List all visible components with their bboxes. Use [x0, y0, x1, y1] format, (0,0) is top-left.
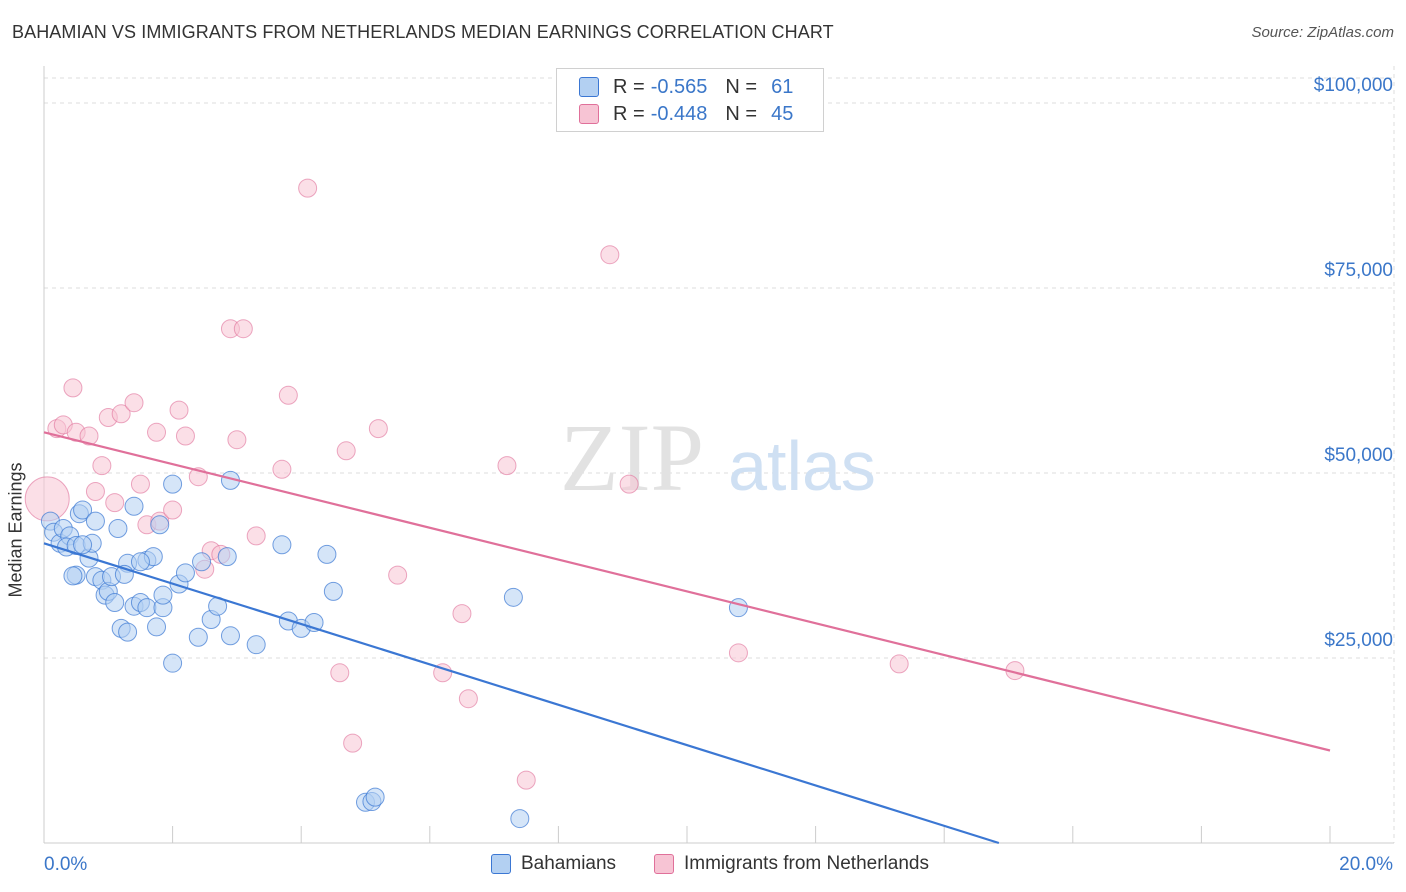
data-point-netherlands	[298, 178, 318, 198]
data-point-bahamians	[108, 519, 128, 538]
data-point-bahamians	[85, 511, 105, 531]
series-bahamians-points	[40, 470, 748, 829]
watermark-zip: ZIP	[560, 404, 704, 511]
legend-swatch-blue	[579, 77, 599, 97]
data-point-bahamians	[73, 500, 93, 520]
y-tick-label: $75,000	[1324, 260, 1393, 281]
watermark-atlas: atlas	[728, 427, 876, 505]
data-point-bahamians	[105, 593, 125, 612]
legend-row-netherlands: R = -0.448 N = 45	[579, 102, 793, 126]
watermark: ZIP atlas	[560, 404, 876, 511]
data-point-netherlands	[497, 456, 517, 476]
bottom-legend-netherlands: Immigrants from Netherlands	[654, 852, 929, 876]
bottom-legend-label-netherlands: Immigrants from Netherlands	[684, 853, 929, 874]
data-point-bahamians	[147, 617, 167, 637]
data-point-bahamians	[124, 496, 144, 516]
data-point-bahamians	[130, 552, 150, 572]
data-point-netherlands	[728, 643, 748, 663]
data-point-netherlands	[336, 441, 356, 461]
correlation-legend: R = -0.565 N = 61 R = -0.448 N = 45	[556, 68, 824, 132]
data-point-netherlands	[330, 663, 350, 683]
data-point-netherlands	[388, 565, 408, 585]
y-tick-label: $100,000	[1314, 75, 1393, 96]
data-point-netherlands	[175, 426, 195, 446]
data-point-netherlands	[272, 459, 292, 479]
data-point-bahamians	[728, 598, 748, 618]
bottom-legend-swatch-blue	[491, 854, 511, 874]
data-point-netherlands	[92, 456, 112, 476]
data-point-bahamians	[246, 635, 266, 655]
legend-r-label: R =	[613, 75, 645, 98]
legend-n-value: 45	[771, 102, 794, 125]
data-point-bahamians	[220, 626, 240, 646]
data-point-bahamians	[163, 474, 183, 494]
x-tick-label: 20.0%	[1339, 854, 1393, 875]
data-point-netherlands	[516, 770, 536, 790]
data-point-bahamians	[510, 809, 530, 829]
data-point-netherlands	[130, 474, 150, 494]
data-point-netherlands	[343, 733, 363, 753]
data-point-netherlands	[278, 385, 298, 405]
legend-r-value: -0.448	[650, 102, 708, 125]
data-point-netherlands	[246, 526, 266, 546]
y-tick-label: $50,000	[1324, 445, 1393, 466]
data-point-bahamians	[323, 581, 343, 601]
legend-n-label: N =	[725, 75, 758, 98]
legend-r-label: R =	[613, 102, 645, 125]
data-point-netherlands	[79, 426, 99, 446]
data-point-netherlands	[111, 404, 131, 424]
data-point-netherlands	[85, 482, 105, 501]
trend-line-bahamians	[43, 542, 1000, 845]
data-point-netherlands	[233, 319, 253, 339]
data-point-netherlands	[124, 393, 144, 413]
data-point-netherlands	[227, 430, 247, 450]
data-point-bahamians	[73, 535, 93, 555]
y-tick-label: $25,000	[1324, 630, 1393, 651]
legend-n-label: N =	[725, 102, 758, 125]
data-point-netherlands	[433, 663, 453, 683]
data-point-bahamians	[192, 552, 212, 572]
source-label: Source: ZipAtlas.com	[1251, 24, 1394, 41]
data-point-netherlands	[368, 419, 388, 439]
legend-swatch-pink	[579, 104, 599, 124]
chart-title: BAHAMIAN VS IMMIGRANTS FROM NETHERLANDS …	[12, 22, 834, 42]
gridlines	[44, 66, 1395, 843]
data-point-netherlands	[889, 654, 909, 674]
legend-row-bahamians: R = -0.565 N = 61	[579, 75, 793, 99]
data-point-bahamians	[137, 598, 157, 618]
data-point-bahamians	[153, 585, 173, 605]
data-point-netherlands	[619, 474, 639, 494]
data-point-netherlands	[452, 604, 472, 624]
legend-r-value: -0.565	[650, 75, 708, 98]
bottom-legend-label-bahamians: Bahamians	[521, 853, 617, 874]
data-point-netherlands	[600, 245, 620, 265]
trend-line-netherlands	[43, 431, 1331, 752]
trend-lines	[43, 431, 1331, 845]
data-point-bahamians	[150, 515, 170, 535]
data-point-netherlands	[63, 378, 83, 398]
data-point-bahamians	[63, 566, 83, 586]
legend-n-value: 61	[771, 75, 794, 98]
data-point-bahamians	[503, 587, 523, 607]
data-point-netherlands	[147, 422, 167, 442]
tick-labels: $25,000 $50,000 $75,000 $100,000 0.0% 20.0%	[44, 75, 1393, 875]
x-tick-label: 0.0%	[44, 854, 87, 875]
data-point-netherlands	[163, 500, 183, 520]
data-point-bahamians	[175, 563, 195, 583]
data-point-bahamians	[163, 653, 183, 673]
bottom-legend-bahamians: Bahamians	[491, 852, 616, 876]
data-point-netherlands	[169, 400, 189, 420]
data-point-netherlands	[105, 493, 125, 513]
data-point-bahamians	[365, 787, 385, 807]
bottom-legend-swatch-pink	[654, 854, 674, 874]
data-point-bahamians	[217, 547, 237, 567]
data-point-bahamians	[118, 622, 138, 642]
axes	[43, 66, 1394, 844]
data-point-bahamians	[272, 535, 292, 555]
data-point-netherlands	[458, 689, 478, 709]
data-point-bahamians	[188, 627, 208, 647]
data-point-bahamians	[317, 544, 337, 564]
